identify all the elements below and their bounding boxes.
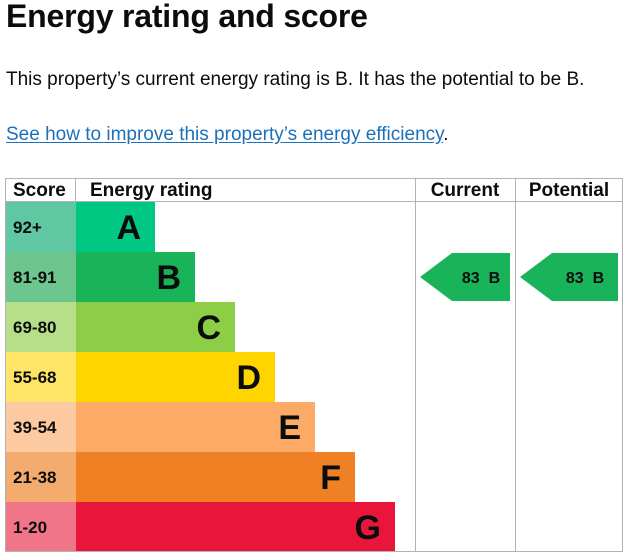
score-range-f: 21-38 bbox=[13, 468, 56, 487]
rating-bar-e bbox=[76, 402, 315, 452]
score-range-e: 39-54 bbox=[13, 418, 57, 437]
rating-bar-a bbox=[76, 202, 155, 252]
header-energy-rating: Energy rating bbox=[90, 180, 212, 201]
header-score: Score bbox=[13, 180, 66, 201]
score-cell-d bbox=[5, 352, 76, 402]
rating-letter-d: D bbox=[236, 359, 261, 397]
rating-letter-f: F bbox=[320, 459, 341, 497]
score-range-b: 81-91 bbox=[13, 268, 56, 287]
rating-letter-c: C bbox=[196, 309, 221, 347]
rating-bar-g bbox=[76, 502, 395, 552]
potential-arrow bbox=[520, 253, 618, 301]
rating-bar-d bbox=[76, 352, 275, 402]
rating-bar-f bbox=[76, 452, 355, 502]
score-range-c: 69-80 bbox=[13, 318, 56, 337]
score-range-d: 55-68 bbox=[13, 368, 56, 387]
header-potential: Potential bbox=[529, 180, 609, 201]
rating-letter-a: A bbox=[116, 209, 141, 247]
score-cell-a bbox=[5, 202, 76, 252]
score-cell-e bbox=[5, 402, 76, 452]
potential-rating-label: 83 B bbox=[566, 270, 604, 287]
score-cell-c bbox=[5, 302, 76, 352]
current-arrow bbox=[420, 253, 510, 301]
score-range-g: 1-20 bbox=[13, 518, 47, 537]
improve-energy-efficiency-link[interactable]: See how to improve this property’s energ… bbox=[6, 124, 444, 145]
rating-bar-b bbox=[76, 252, 195, 302]
header-current: Current bbox=[431, 180, 500, 201]
link-suffix: . bbox=[443, 124, 449, 145]
current-rating-label: 83 B bbox=[462, 270, 500, 287]
rating-letter-b: B bbox=[156, 259, 181, 297]
rating-letter-e: E bbox=[278, 409, 301, 447]
rating-letter-g: G bbox=[355, 509, 381, 547]
improve-link-line: See how to improve this property’s energ… bbox=[6, 124, 449, 146]
score-cell-f bbox=[5, 452, 76, 502]
score-cell-g bbox=[5, 502, 76, 552]
page-title: Energy rating and score bbox=[6, 0, 368, 34]
energy-rating-summary: This property’s current energy rating is… bbox=[6, 69, 585, 90]
score-cell-b bbox=[5, 252, 76, 302]
score-range-a: 92+ bbox=[13, 218, 42, 237]
rating-bar-c bbox=[76, 302, 235, 352]
